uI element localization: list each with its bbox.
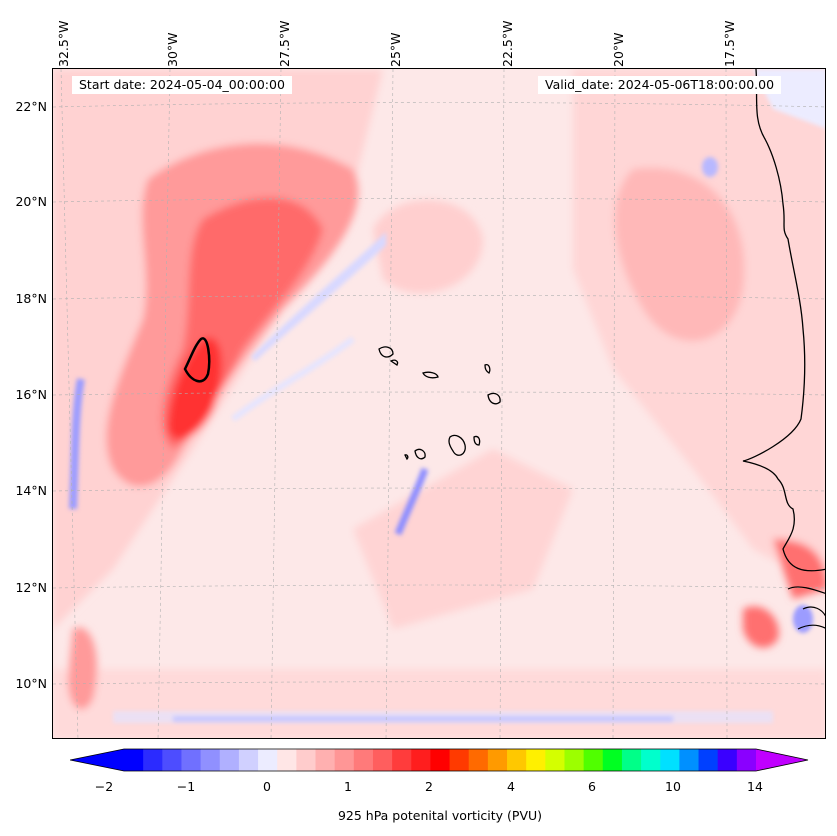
lat-label-10n: 10°N [15, 676, 47, 691]
colorbar-segment [315, 749, 336, 771]
colorbar-segment [487, 749, 508, 771]
colorbar-segment [468, 749, 489, 771]
pv-field-shading [53, 69, 825, 738]
colorbar-tick: −2 [94, 779, 114, 794]
colorbar-segment [162, 749, 182, 771]
lon-label-32-5w: 32.5°W [56, 20, 71, 67]
africa-coastline [742, 69, 825, 572]
colorbar-segment [717, 749, 738, 771]
valid-date-label: Valid_date: 2024-05-06T18:00:00.00 [538, 76, 782, 94]
colorbar-outline [70, 748, 809, 772]
colorbar-segment [200, 749, 221, 771]
colorbar-segment [698, 749, 719, 771]
colorbar-tick: 1 [344, 779, 352, 794]
colorbar-tick: 0 [263, 779, 271, 794]
colorbar-over-arrow [756, 749, 808, 771]
pv-2-contour [183, 337, 211, 383]
colorbar-segment [430, 749, 451, 771]
colorbar-segment [507, 749, 527, 771]
colorbar-segment [258, 749, 278, 771]
colorbar-segment [679, 749, 700, 771]
colorbar-segment [238, 749, 259, 771]
lat-label-20n: 20°N [15, 194, 47, 209]
colorbar-segment [124, 749, 144, 771]
lon-label-20w: 20°W [611, 32, 626, 67]
lat-label-22n: 22°N [15, 99, 47, 114]
colorbar-segment [353, 749, 374, 771]
lat-label-12n: 12°N [15, 580, 47, 595]
lat-label-18n: 18°N [15, 291, 47, 306]
colorbar-segment [372, 749, 393, 771]
map-gridlines [53, 69, 825, 738]
start-date-label: Start date: 2024-05-04_00:00:00 [72, 76, 292, 94]
colorbar-segment [621, 749, 642, 771]
colorbar-segment [449, 749, 470, 771]
colorbar-tick: 6 [588, 779, 596, 794]
colorbar-tick: 2 [425, 779, 433, 794]
colorbar-segment [411, 749, 431, 771]
colorbar-segment [526, 749, 546, 771]
colorbar-tick: 10 [665, 779, 681, 794]
lon-label-17-5w: 17.5°W [722, 20, 737, 67]
map-panel [52, 68, 826, 739]
colorbar-segment [736, 749, 757, 771]
colorbar-segment [277, 749, 297, 771]
colorbar-segment [219, 749, 240, 771]
colorbar-segment [545, 749, 565, 771]
lat-label-16n: 16°N [15, 387, 47, 402]
colorbar-segment [296, 749, 317, 771]
cape-verde-islands [378, 346, 501, 461]
colorbar-segment [392, 749, 412, 771]
colorbar-segment [143, 749, 163, 771]
colorbar [70, 748, 809, 772]
pv-field-map [53, 69, 825, 738]
colorbar-segment [334, 749, 355, 771]
colorbar-segment [641, 749, 661, 771]
colorbar-segment [564, 749, 585, 771]
colorbar-segment [602, 749, 623, 771]
pv-negative-streaks [69, 69, 825, 723]
colorbar-label: 925 hPa potenital vorticity (PVU) [337, 808, 543, 823]
lon-label-27-5w: 27.5°W [277, 20, 292, 67]
colorbar-tick: 4 [507, 779, 515, 794]
colorbar-segment [660, 749, 680, 771]
colorbar-segment [583, 749, 604, 771]
lon-label-30w: 30°W [165, 32, 180, 67]
colorbar-tick: 14 [747, 779, 763, 794]
lat-label-14n: 14°N [15, 483, 47, 498]
colorbar-under-arrow [70, 749, 124, 771]
lon-label-22-5w: 22.5°W [500, 20, 515, 67]
lon-label-25w: 25°W [388, 32, 403, 67]
colorbar-segment [181, 749, 202, 771]
colorbar-tick: −1 [176, 779, 196, 794]
